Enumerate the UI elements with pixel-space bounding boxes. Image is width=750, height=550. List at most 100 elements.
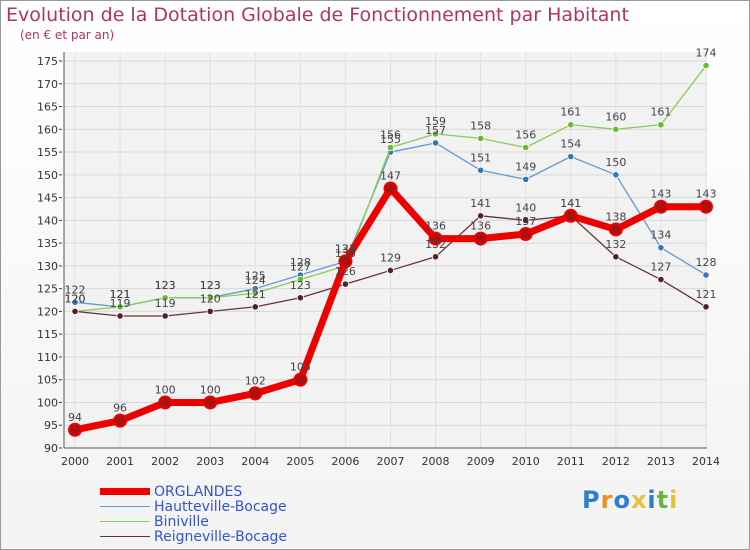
x-tick-label: 2006 (331, 455, 359, 468)
y-tick-label: 125 (37, 283, 58, 296)
data-point (477, 166, 485, 174)
data-label: 119 (155, 297, 176, 310)
logo-letter: i (669, 486, 679, 514)
data-point (296, 294, 304, 302)
data-label: 151 (470, 151, 491, 164)
data-label: 130 (335, 247, 356, 260)
data-label: 121 (696, 288, 717, 301)
data-label: 105 (290, 361, 311, 374)
data-label: 131 (335, 242, 356, 255)
logo-letter: o (613, 486, 631, 514)
data-point (296, 275, 304, 284)
data-point (567, 153, 575, 161)
y-tick-label: 115 (37, 328, 58, 341)
data-point (473, 231, 488, 246)
legend: ORGLANDES Hautteville-Bocage Biniville Reig… (100, 484, 287, 545)
data-label: 123 (200, 279, 221, 292)
data-point (657, 121, 665, 129)
data-point (522, 143, 530, 152)
y-tick-label: 120 (37, 305, 58, 318)
data-point (612, 125, 620, 133)
data-label: 138 (605, 210, 626, 223)
x-tick-label: 2007 (377, 455, 405, 468)
data-point (71, 298, 79, 306)
data-label: 123 (155, 279, 176, 292)
data-label: 156 (515, 129, 536, 142)
data-label: 123 (200, 279, 221, 292)
y-tick-label: 110 (37, 351, 58, 364)
data-label: 143 (696, 188, 717, 201)
data-label: 127 (290, 261, 311, 274)
x-tick-label: 2002 (151, 455, 179, 468)
logo-letter: x (630, 486, 648, 514)
logo-letter: P (582, 486, 601, 514)
legend-label: Biniville (154, 513, 209, 530)
data-point (522, 175, 530, 183)
data-label: 125 (245, 270, 266, 283)
data-label: 155 (380, 133, 401, 146)
data-label: 143 (650, 188, 671, 201)
data-label: 137 (515, 215, 536, 228)
x-tick-label: 2009 (467, 455, 495, 468)
y-tick-label: 100 (37, 396, 58, 409)
data-point (386, 143, 395, 152)
legend-swatch (100, 506, 150, 507)
data-label: 156 (380, 129, 401, 142)
data-label: 128 (290, 256, 311, 269)
y-tick-label: 140 (37, 214, 58, 227)
data-label: 100 (155, 383, 176, 396)
data-point (383, 181, 398, 196)
data-point (341, 280, 350, 288)
legend-label: Hautteville-Bocage (154, 498, 287, 515)
x-tick-label: 2001 (106, 455, 134, 468)
data-label: 154 (560, 138, 581, 151)
data-point (702, 271, 710, 279)
data-point (248, 386, 263, 401)
data-point (522, 216, 530, 224)
x-tick-label: 2011 (557, 455, 585, 468)
data-point (612, 253, 620, 261)
data-label: 119 (110, 297, 131, 310)
data-label: 160 (605, 110, 626, 123)
y-tick-label: 160 (37, 123, 58, 136)
data-point (477, 134, 485, 142)
x-tick-label: 2013 (647, 455, 675, 468)
legend-swatch (100, 488, 150, 495)
y-tick-label: 175 (37, 55, 58, 68)
legend-item: Biniville (100, 513, 287, 530)
data-point (116, 312, 124, 320)
x-tick-label: 2012 (602, 455, 630, 468)
data-point (161, 312, 169, 320)
data-point (477, 212, 485, 220)
data-point (431, 130, 440, 138)
y-tick-label: 95 (44, 419, 58, 432)
data-point (431, 139, 440, 147)
data-label: 147 (380, 169, 401, 182)
legend-swatch (100, 536, 150, 537)
data-point (206, 294, 214, 302)
data-point (653, 199, 668, 214)
y-tick-label: 155 (37, 146, 58, 159)
data-label: 140 (515, 201, 536, 214)
logo-letter: t (656, 486, 670, 514)
data-point (563, 208, 578, 223)
data-point (251, 289, 259, 297)
data-point (293, 372, 308, 387)
data-label: 158 (470, 119, 491, 132)
data-label: 161 (560, 106, 581, 119)
data-point (702, 61, 710, 70)
data-label: 124 (245, 274, 266, 287)
y-tick-label: 90 (44, 442, 58, 455)
legend-item: Reigneville-Bocage (100, 529, 287, 545)
data-label: 141 (470, 197, 491, 210)
chart-title: Evolution de la Dotation Globale de Fonc… (6, 4, 629, 26)
data-label: 134 (650, 229, 671, 242)
y-tick-label: 130 (37, 260, 58, 273)
x-tick-label: 2004 (241, 455, 269, 468)
data-label: 157 (425, 124, 446, 137)
data-point (699, 199, 713, 214)
y-tick-label: 170 (37, 78, 58, 91)
line-chart: 90 95 100 105 110 115 120 125 130 135 140 145 150 155… (37, 47, 720, 468)
data-point (657, 244, 665, 252)
data-label: 121 (110, 288, 131, 301)
